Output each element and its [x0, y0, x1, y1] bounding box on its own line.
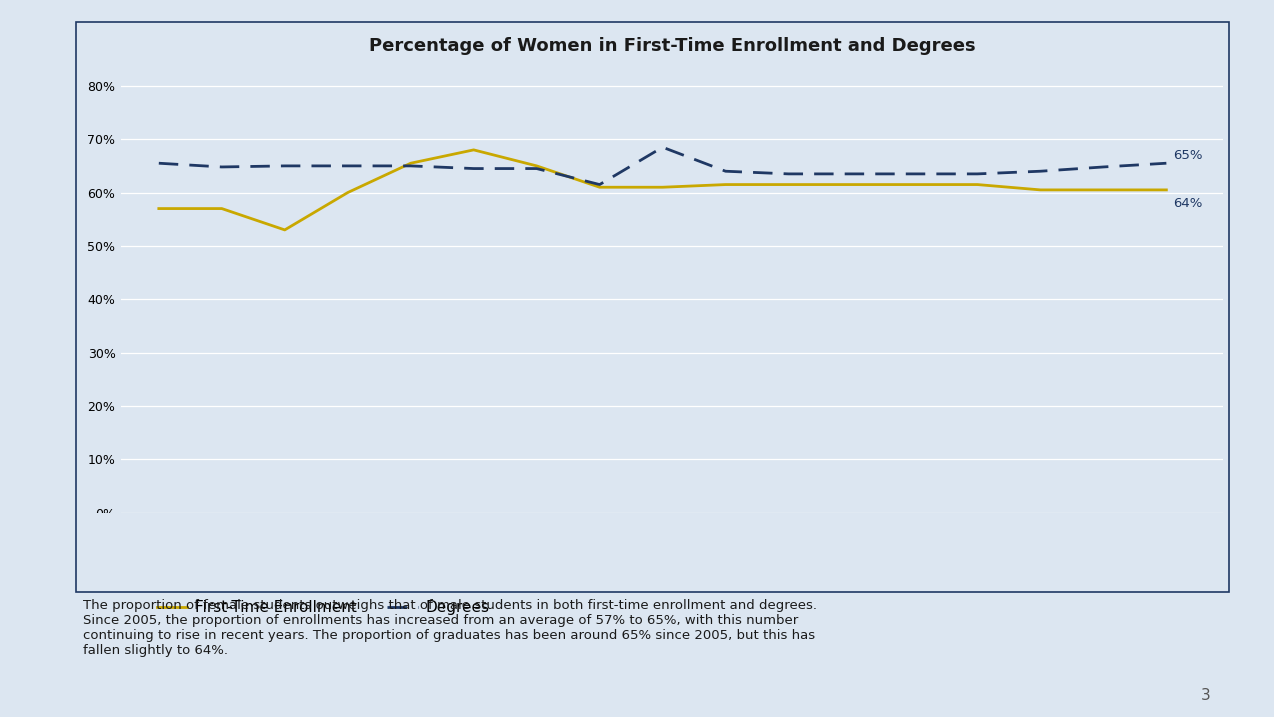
Text: The proportion of female students outweighs that of male students in both first-: The proportion of female students outwei…: [83, 599, 817, 657]
Title: Percentage of Women in First-Time Enrollment and Degrees: Percentage of Women in First-Time Enroll…: [368, 37, 976, 54]
Text: 64%: 64%: [1173, 196, 1203, 209]
Legend: First-Time Enrollment, Degrees: First-Time Enrollment, Degrees: [150, 594, 496, 622]
Text: 3: 3: [1200, 688, 1210, 703]
Text: 65%: 65%: [1173, 149, 1203, 162]
